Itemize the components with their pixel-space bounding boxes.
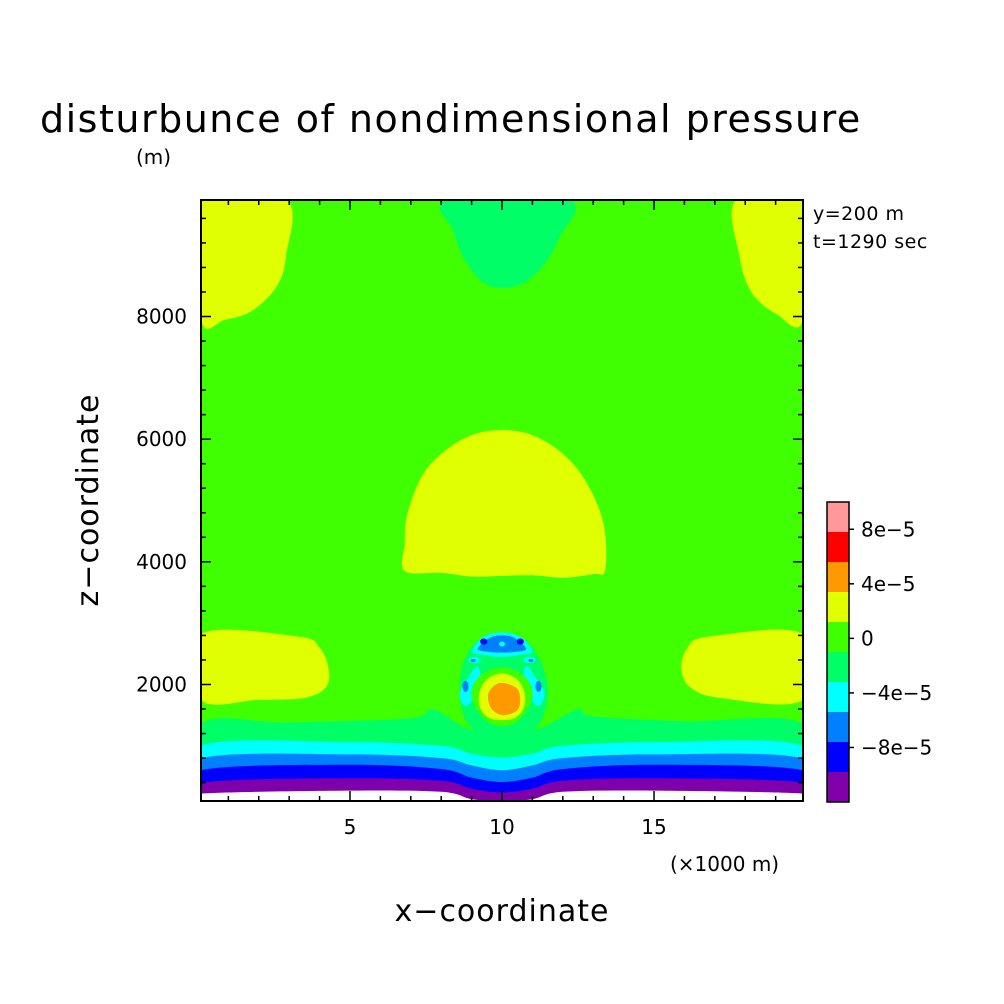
colorbar-label: −8e−5 (861, 735, 932, 759)
contour-bubble-core (487, 682, 521, 716)
contour-blob-blue-left (480, 638, 488, 645)
colorbar-swatch (827, 562, 849, 592)
y-tick-label: 4000 (136, 550, 187, 574)
contour-blob-blue-upper-right (528, 659, 534, 663)
x-tick-label: 5 (344, 815, 357, 839)
y-axis-label: z−coordinate (71, 394, 106, 607)
x-units-label: (×1000 m) (670, 852, 779, 876)
plot-area (201, 200, 803, 801)
info-y-position: y=200 m (813, 203, 904, 225)
colorbar-label: 0 (861, 626, 874, 650)
chart-units: (m) (136, 145, 171, 169)
contour-blob-blue-upper-left (470, 659, 476, 663)
colorbar-label: −4e−5 (861, 681, 932, 705)
colorbar-swatch (827, 592, 849, 622)
contour-bubble-cyan-left (459, 666, 481, 706)
colorbar: −8e−5 −4e−5 0 4e−5 8e−5 (826, 501, 932, 803)
contour-bubble-cyan-right (523, 666, 545, 706)
contour-band-zero-top (439, 200, 576, 288)
chart-title: disturbunce of nondimensional pressure (40, 97, 862, 141)
colorbar-swatch (827, 682, 849, 712)
colorbar-swatch (827, 712, 849, 742)
colorbar-swatch (827, 502, 849, 532)
y-tick-label: 6000 (136, 427, 187, 451)
contour-band-pos-topright (731, 200, 803, 328)
contour-blob-cyan-center (498, 641, 506, 647)
colorbar-swatch (827, 742, 849, 772)
contour-band-pos-topleft (201, 200, 293, 329)
axis-tick-labels: 5 10 15 2000 4000 6000 8000 (136, 305, 667, 839)
colorbar-swatch (827, 622, 849, 652)
info-time: t=1290 sec (813, 231, 928, 253)
contour-band-pos-right (681, 629, 803, 705)
colorbar-swatch (827, 652, 849, 682)
colorbar-label: 8e−5 (861, 517, 916, 541)
contour-band-pos-low (201, 629, 330, 705)
colorbar-swatch (827, 532, 849, 562)
contour-band-undefined (201, 790, 803, 801)
contour-blob-blue-midright (535, 680, 542, 692)
plot-frame (200, 199, 804, 802)
x-tick-label: 10 (489, 815, 514, 839)
colorbar-frame (826, 501, 850, 803)
y-tick-label: 2000 (136, 672, 187, 696)
y-tick-label: 8000 (136, 305, 187, 329)
x-axis-label: x−coordinate (395, 894, 610, 929)
colorbar-label: 4e−5 (861, 572, 916, 596)
x-tick-label: 15 (641, 815, 666, 839)
contour-blob-blue-right (516, 638, 524, 645)
contour-band-pos-mid (401, 430, 607, 578)
colorbar-swatch (827, 772, 849, 802)
contour-blob-blue-midleft (462, 680, 469, 692)
